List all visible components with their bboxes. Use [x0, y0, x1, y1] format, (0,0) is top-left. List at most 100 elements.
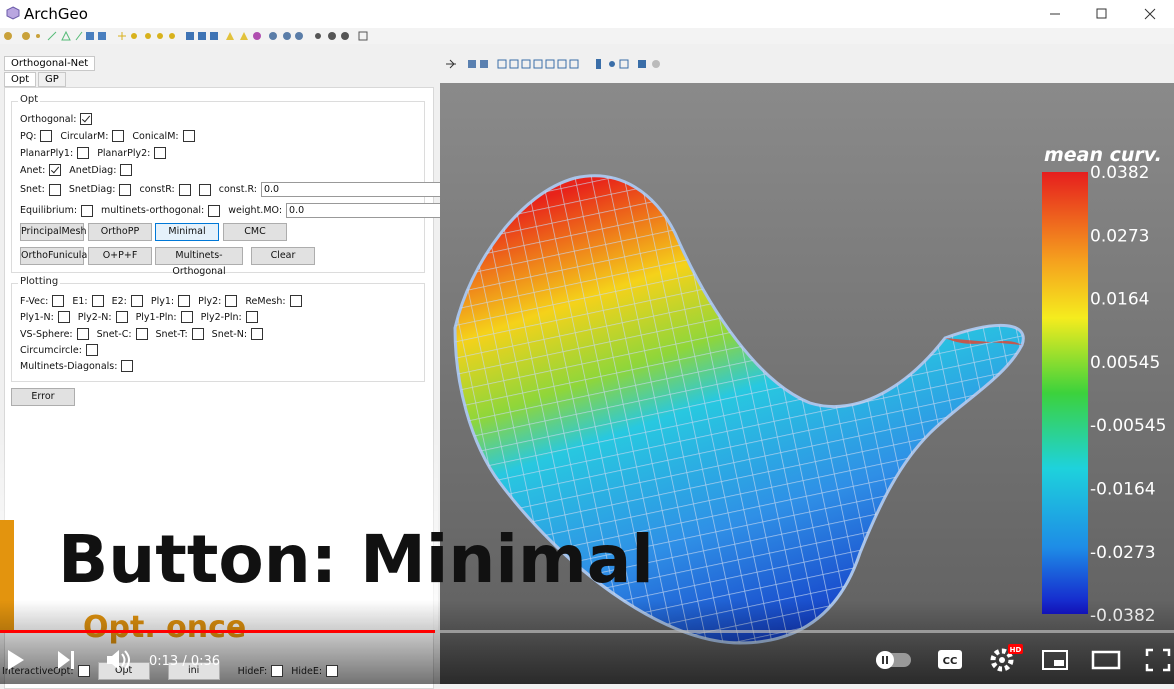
- checkbox[interactable]: [77, 665, 90, 677]
- toolbar: [0, 28, 1174, 44]
- label: ConicalM:: [132, 130, 179, 142]
- checkbox[interactable]: [130, 295, 143, 307]
- label: CircularM:: [60, 130, 109, 142]
- checkbox[interactable]: [121, 360, 134, 372]
- label: weight.MO:: [228, 205, 283, 216]
- label: InteractiveOpt:: [2, 665, 74, 677]
- label: Snet-T:: [155, 328, 188, 340]
- form-row: Ply1-N: Ply2-N: Ply1-Pln: Ply2-Pln:: [20, 311, 266, 323]
- checkbox[interactable]: [77, 147, 90, 159]
- button[interactable]: OrthoPP: [88, 223, 152, 241]
- group-title: Opt: [18, 94, 41, 105]
- form-row: Equilibrium: multinets-orthogonal: weight.…: [20, 203, 477, 218]
- label: ReMesh:: [245, 295, 286, 307]
- checkbox[interactable]: [154, 147, 167, 159]
- label: Equilibrium:: [20, 205, 78, 216]
- checkbox[interactable]: [112, 130, 125, 142]
- button[interactable]: Multinets-Orthogonal: [155, 247, 243, 277]
- label: Ply2-N:: [77, 311, 112, 323]
- checkbox[interactable]: [57, 311, 70, 323]
- label: constR:: [139, 184, 175, 195]
- tab[interactable]: Orthogonal-Net: [4, 56, 96, 71]
- error-button[interactable]: Error: [11, 388, 75, 406]
- form-row: PlanarPly1: PlanarPly2:: [20, 147, 174, 159]
- plotting-group: Plotting F-Vec: E1: E2: Ply1: Ply2: ReMesh: Pl…: [11, 276, 425, 382]
- colorbar-label: -0.0164: [1090, 480, 1156, 500]
- label: Snet-N:: [211, 328, 248, 340]
- label: Ply2:: [198, 295, 222, 307]
- checkbox[interactable]: [48, 183, 61, 196]
- checkbox[interactable]: [178, 183, 191, 196]
- label: multinets-orthogonal:: [101, 205, 205, 216]
- label: PQ:: [20, 130, 37, 142]
- label: E1:: [72, 295, 88, 307]
- checkbox[interactable]: [135, 328, 148, 340]
- colorbar: [1042, 172, 1088, 614]
- text-field[interactable]: 0.0: [286, 203, 477, 218]
- label: Snet:: [20, 184, 45, 195]
- label: HideF:: [237, 665, 268, 677]
- label: SnetDiag:: [68, 184, 116, 195]
- label: Ply2-Pln:: [200, 311, 242, 323]
- colorbar-label: 0.00545: [1090, 353, 1160, 373]
- tab[interactable]: GP: [38, 72, 66, 87]
- checkbox[interactable]: [289, 295, 302, 307]
- checkbox[interactable]: [182, 130, 195, 142]
- button[interactable]: ini: [167, 662, 220, 680]
- button[interactable]: O+P+F: [88, 247, 152, 265]
- checkbox[interactable]: [245, 311, 258, 323]
- form-row: F-Vec: E1: E2: Ply1: Ply2: ReMesh:: [20, 295, 310, 307]
- checkbox[interactable]: [120, 164, 133, 176]
- label: Orthogonal:: [20, 113, 77, 125]
- checkbox[interactable]: [85, 344, 98, 356]
- checkbox[interactable]: [76, 328, 89, 340]
- viewer-toolbar-icons[interactable]: [440, 56, 680, 73]
- app-icon: [6, 6, 20, 20]
- label: VS-Sphere:: [20, 328, 73, 340]
- colorbar-label: -0.0273: [1090, 543, 1156, 563]
- form-row: Anet: AnetDiag:: [20, 164, 140, 176]
- checkbox[interactable]: [178, 295, 191, 307]
- window-controls[interactable]: [1040, 0, 1174, 28]
- button[interactable]: Minimal: [155, 223, 219, 241]
- app-title: ArchGeo: [24, 5, 88, 23]
- form-row: Circumcircle:: [20, 344, 106, 356]
- label: Snet-C:: [96, 328, 132, 340]
- colorbar-title: mean curv.: [1044, 144, 1162, 166]
- checkbox[interactable]: [208, 204, 221, 217]
- button[interactable]: Clear: [251, 247, 315, 265]
- checkbox[interactable]: [271, 665, 284, 677]
- toolbar-icons[interactable]: [0, 28, 400, 44]
- form-row: Multinets-Diagonals:: [20, 360, 141, 372]
- tab[interactable]: Opt: [4, 72, 37, 87]
- checkbox[interactable]: [52, 295, 65, 307]
- checkbox[interactable]: [225, 295, 238, 307]
- button[interactable]: OrthoFunicular: [20, 247, 91, 265]
- checkbox[interactable]: [81, 204, 94, 217]
- colorbar-label: 0.0164: [1090, 290, 1149, 310]
- label: HideE:: [291, 665, 323, 677]
- label: Ply1:: [150, 295, 175, 307]
- checkbox[interactable]: [40, 130, 53, 142]
- label: AnetDiag:: [69, 164, 117, 176]
- checkbox[interactable]: [326, 665, 339, 677]
- checkbox[interactable]: [80, 113, 93, 125]
- label: F-Vec:: [20, 295, 49, 307]
- checkbox[interactable]: [91, 295, 104, 307]
- viewer-toolbar: [440, 56, 1174, 73]
- label: Ply1-Pln:: [135, 311, 177, 323]
- checkbox[interactable]: [115, 311, 128, 323]
- checkbox[interactable]: [191, 328, 204, 340]
- checkbox[interactable]: [180, 311, 193, 323]
- button[interactable]: CMC: [223, 223, 287, 241]
- checkbox[interactable]: [49, 164, 62, 176]
- label: E2:: [111, 295, 127, 307]
- checkbox[interactable]: [119, 183, 132, 196]
- opt-group: Opt Orthogonal: PQ: CircularM: ConicalM: Pla…: [11, 94, 477, 277]
- button[interactable]: PrincipalMesh: [20, 223, 87, 241]
- 3d-viewer[interactable]: mean curv. 0.0382 0.0273 0.0164 0.00545 -0.0…: [440, 83, 1174, 684]
- checkbox[interactable]: [251, 328, 264, 340]
- hd-badge: HD: [1010, 646, 1022, 654]
- checkbox[interactable]: [198, 183, 211, 196]
